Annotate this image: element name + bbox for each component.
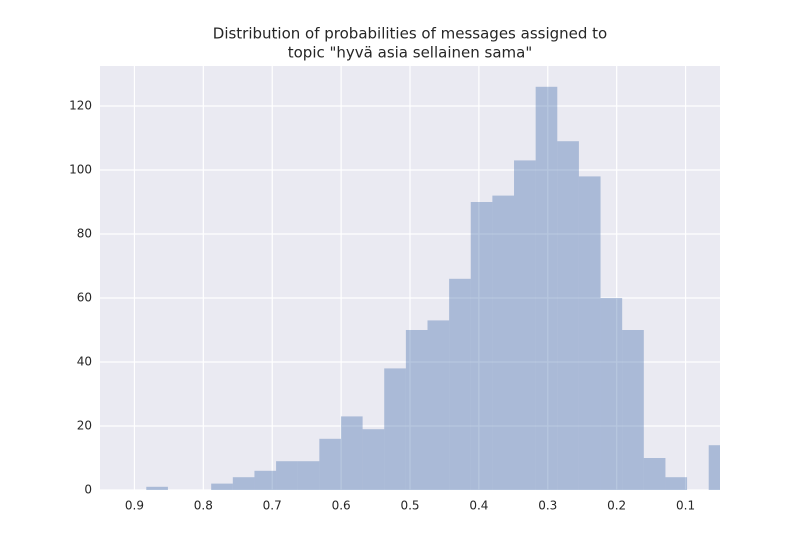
x-tick-label: 0.5 xyxy=(400,499,419,513)
bar xyxy=(600,298,623,490)
x-tick-label: 0.9 xyxy=(125,499,144,513)
chart-title: Distribution of probabilities of message… xyxy=(213,25,607,43)
bar xyxy=(405,330,428,490)
x-tick-label: 0.6 xyxy=(332,499,351,513)
bar xyxy=(643,458,666,490)
bars xyxy=(146,86,720,490)
bar xyxy=(665,477,688,490)
bar xyxy=(362,429,385,490)
bar xyxy=(557,141,579,490)
bar xyxy=(578,176,601,490)
x-tick-label: 0.1 xyxy=(676,499,695,513)
x-tick-label: 0.4 xyxy=(469,499,488,513)
bar xyxy=(622,330,644,490)
bar xyxy=(470,202,493,490)
bar xyxy=(319,438,341,490)
bar xyxy=(514,160,536,490)
bar xyxy=(384,368,406,490)
bar xyxy=(535,86,558,490)
x-tick-label: 0.7 xyxy=(263,499,282,513)
y-tick-label: 80 xyxy=(77,227,92,241)
bar xyxy=(232,477,255,490)
chart-title: topic "hyvä asia sellainen sama" xyxy=(288,44,532,62)
y-tick-label: 40 xyxy=(77,355,92,369)
bar xyxy=(297,461,320,490)
bar xyxy=(276,461,298,490)
bar xyxy=(449,278,471,490)
y-tick-label: 0 xyxy=(84,483,92,497)
x-tick-label: 0.3 xyxy=(538,499,557,513)
y-tick-label: 100 xyxy=(69,163,92,177)
y-tick-label: 20 xyxy=(77,419,92,433)
bar xyxy=(254,470,277,490)
grid xyxy=(100,66,720,491)
bar xyxy=(492,195,515,490)
y-tick-label: 60 xyxy=(77,291,92,305)
y-tick-label: 120 xyxy=(69,99,92,113)
x-tick-label: 0.8 xyxy=(194,499,213,513)
bar xyxy=(427,320,450,490)
bar xyxy=(708,445,720,490)
bar xyxy=(146,486,168,490)
x-tick-label: 0.2 xyxy=(607,499,626,513)
bar xyxy=(340,416,363,490)
bar xyxy=(211,483,233,490)
